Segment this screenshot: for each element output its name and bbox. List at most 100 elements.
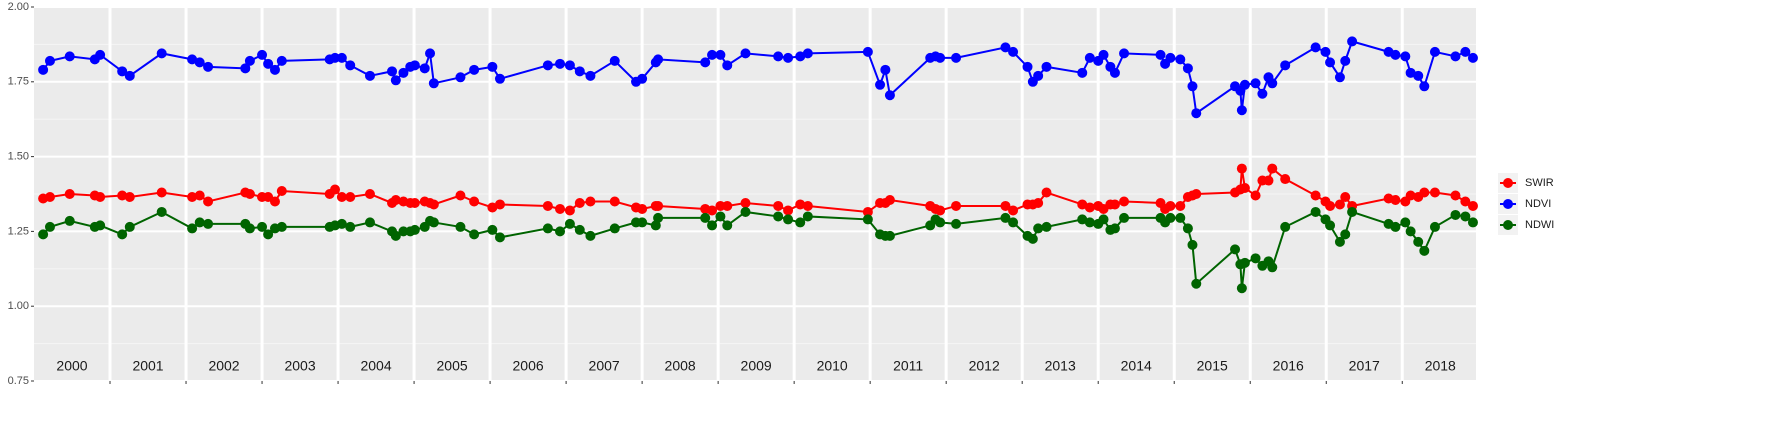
- point: [773, 51, 784, 62]
- legend-label: NDVI: [1525, 198, 1551, 210]
- point: [1239, 257, 1250, 268]
- point: [574, 197, 585, 208]
- point: [1165, 212, 1176, 223]
- point: [263, 229, 274, 240]
- point: [194, 217, 205, 228]
- point: [1450, 51, 1461, 62]
- point: [783, 205, 794, 216]
- point: [64, 189, 75, 199]
- point: [187, 223, 198, 234]
- y-tick-label: 1.50: [8, 151, 29, 163]
- point: [244, 223, 255, 234]
- point: [1429, 221, 1440, 232]
- point: [64, 51, 75, 62]
- year-label: 2007: [589, 358, 620, 374]
- point: [1033, 223, 1044, 234]
- point: [1325, 57, 1336, 68]
- point: [409, 60, 420, 71]
- point: [1098, 214, 1109, 225]
- point: [1165, 52, 1176, 63]
- point: [715, 211, 726, 222]
- point: [935, 205, 946, 216]
- point: [880, 64, 891, 75]
- point: [740, 206, 751, 217]
- point: [1109, 223, 1120, 234]
- point: [1119, 212, 1130, 223]
- point: [390, 194, 401, 205]
- point: [1250, 190, 1261, 201]
- point: [1182, 223, 1193, 234]
- point: [1041, 61, 1052, 72]
- point: [802, 211, 813, 222]
- year-label: 2013: [1045, 358, 1076, 374]
- point: [1084, 202, 1095, 213]
- point: [269, 196, 280, 207]
- point: [884, 194, 895, 205]
- point: [1250, 78, 1261, 89]
- point: [95, 49, 106, 60]
- point: [1109, 67, 1120, 78]
- point: [263, 58, 274, 69]
- point: [1236, 105, 1247, 116]
- year-label: 2001: [132, 358, 163, 374]
- point: [1119, 196, 1130, 207]
- point: [1008, 46, 1019, 57]
- point: [1267, 78, 1278, 89]
- point: [707, 49, 718, 60]
- point: [1119, 48, 1130, 59]
- point: [564, 60, 575, 71]
- year-label: 2014: [1121, 358, 1152, 374]
- point: [38, 229, 49, 240]
- point: [1325, 200, 1336, 211]
- point: [1310, 42, 1321, 53]
- point: [707, 220, 718, 231]
- point: [428, 217, 439, 228]
- point: [1467, 217, 1478, 228]
- point: [951, 200, 962, 211]
- point: [487, 202, 498, 213]
- point: [862, 206, 873, 217]
- point: [884, 90, 895, 101]
- point: [802, 200, 813, 211]
- point: [455, 221, 466, 232]
- point: [1191, 189, 1202, 199]
- point: [117, 229, 128, 240]
- point: [564, 205, 575, 216]
- point: [1334, 199, 1345, 210]
- point: [1413, 70, 1424, 81]
- point: [1400, 217, 1411, 228]
- year-label: 2009: [741, 358, 772, 374]
- point: [1191, 108, 1202, 119]
- point: [364, 189, 375, 199]
- point: [1340, 229, 1351, 240]
- point: [1033, 70, 1044, 81]
- point: [469, 229, 480, 240]
- point: [44, 221, 55, 232]
- point: [1405, 226, 1416, 237]
- point: [156, 187, 167, 198]
- point: [1041, 187, 1052, 198]
- point: [398, 67, 409, 78]
- point: [951, 52, 962, 63]
- year-label: 2000: [56, 358, 87, 374]
- point: [653, 54, 664, 65]
- point: [1400, 51, 1411, 62]
- point: [64, 215, 75, 226]
- point: [1155, 49, 1166, 60]
- point: [455, 190, 466, 201]
- point: [722, 200, 733, 211]
- point: [95, 191, 106, 202]
- point: [469, 196, 480, 207]
- point: [875, 79, 886, 90]
- point: [336, 218, 347, 229]
- point: [330, 184, 341, 195]
- point: [336, 52, 347, 63]
- point: [244, 55, 255, 66]
- point: [487, 61, 498, 72]
- point: [1280, 221, 1291, 232]
- point: [203, 196, 214, 207]
- point: [1460, 211, 1471, 222]
- point: [276, 221, 287, 232]
- point: [1098, 49, 1109, 60]
- point: [795, 199, 806, 210]
